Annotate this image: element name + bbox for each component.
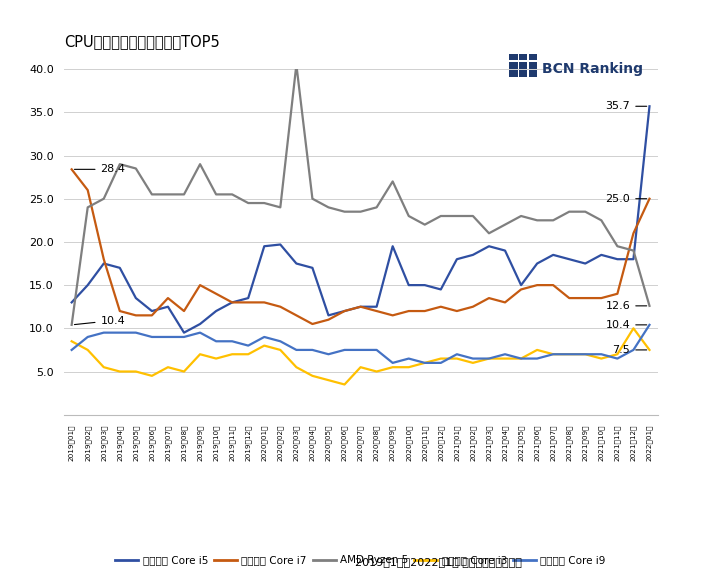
Text: 25.0: 25.0 [605, 194, 647, 204]
Text: 7.5: 7.5 [612, 345, 647, 355]
Text: 10.4: 10.4 [605, 320, 647, 330]
Text: 2019年1月～2022年1月 月次＜最大パネル＞: 2019年1月～2022年1月 月次＜最大パネル＞ [355, 558, 522, 567]
Text: 35.7: 35.7 [605, 101, 647, 111]
Text: CPU系統別販売数シェア　TOP5: CPU系統別販売数シェア TOP5 [64, 34, 219, 49]
Text: 12.6: 12.6 [605, 301, 647, 311]
Text: BCN Ranking: BCN Ranking [542, 62, 643, 75]
Text: 28.4: 28.4 [74, 164, 126, 175]
Text: 10.4: 10.4 [74, 316, 125, 325]
Legend: インテル Core i5, インテル Core i7, AMD Ryzen 5, インテル Core i3, インテル Core i9: インテル Core i5, インテル Core i7, AMD Ryzen 5,… [111, 551, 610, 570]
